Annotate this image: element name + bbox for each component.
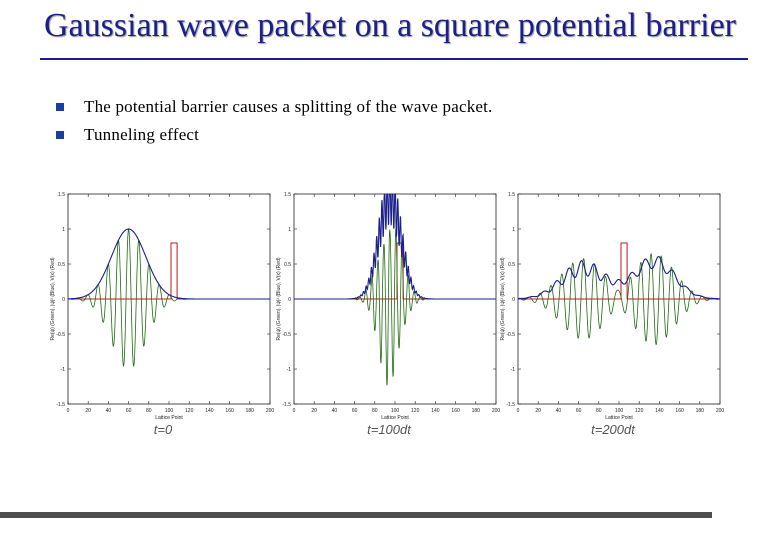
y-tick-label: -1 bbox=[287, 367, 292, 373]
abs-psi-series bbox=[294, 193, 496, 300]
y-tick-label: -1.5 bbox=[56, 402, 65, 408]
x-tick-label: 200 bbox=[266, 408, 275, 414]
potential-series bbox=[518, 242, 720, 300]
x-tick-label: 180 bbox=[246, 408, 255, 414]
y-tick-label: -1 bbox=[61, 367, 66, 373]
abs-psi-series bbox=[518, 255, 720, 300]
x-tick-label: 120 bbox=[411, 408, 420, 414]
y-tick-label: 0.5 bbox=[284, 262, 291, 268]
y-tick-label: 0 bbox=[288, 297, 291, 303]
x-tick-label: 100 bbox=[615, 408, 624, 414]
x-tick-label: 160 bbox=[451, 408, 460, 414]
abs-psi-series bbox=[68, 228, 270, 300]
bullet-item: The potential barrier causes a splitting… bbox=[56, 96, 493, 124]
slide-title: Gaussian wave packet on a square potenti… bbox=[44, 7, 736, 44]
x-tick-label: 60 bbox=[352, 408, 358, 414]
square-bullet-icon bbox=[56, 103, 64, 111]
title-underline bbox=[40, 58, 748, 60]
x-tick-label: 100 bbox=[165, 408, 174, 414]
x-axis-label: Lattice Point bbox=[381, 415, 409, 421]
x-tick-label: 180 bbox=[696, 408, 705, 414]
bullet-list: The potential barrier causes a splitting… bbox=[56, 96, 493, 152]
y-tick-label: 0 bbox=[512, 297, 515, 303]
y-tick-label: -1.5 bbox=[282, 402, 291, 408]
y-tick-label: -0.5 bbox=[282, 332, 291, 338]
panel-caption: t=100dt bbox=[367, 422, 412, 437]
x-tick-label: 60 bbox=[576, 408, 582, 414]
y-axis-label: Re(ψ) (Green), |ψ|² (Blue), V(x) (Red) bbox=[50, 257, 56, 340]
square-bullet-icon bbox=[56, 131, 64, 139]
panel-caption: t=0 bbox=[154, 422, 173, 437]
x-tick-label: 20 bbox=[85, 408, 91, 414]
x-tick-label: 200 bbox=[492, 408, 501, 414]
x-axis-label: Lattice Point bbox=[605, 415, 633, 421]
x-tick-label: 60 bbox=[126, 408, 132, 414]
x-tick-label: 20 bbox=[311, 408, 317, 414]
y-tick-label: 1 bbox=[512, 227, 515, 233]
x-tick-label: 140 bbox=[431, 408, 440, 414]
y-tick-label: -0.5 bbox=[56, 332, 65, 338]
y-tick-label: 0.5 bbox=[508, 262, 515, 268]
x-tick-label: 180 bbox=[472, 408, 481, 414]
x-axis-label: Lattice Point bbox=[155, 415, 183, 421]
y-tick-label: 0 bbox=[62, 297, 65, 303]
x-tick-label: 0 bbox=[293, 408, 296, 414]
footer-bar bbox=[0, 512, 712, 518]
x-tick-label: 40 bbox=[556, 408, 562, 414]
x-tick-label: 140 bbox=[655, 408, 664, 414]
x-tick-label: 140 bbox=[205, 408, 214, 414]
x-tick-label: 0 bbox=[517, 408, 520, 414]
y-tick-label: -1 bbox=[511, 367, 516, 373]
x-tick-label: 40 bbox=[106, 408, 112, 414]
y-tick-label: 0.5 bbox=[58, 262, 65, 268]
re-psi-series bbox=[294, 228, 496, 386]
x-tick-label: 40 bbox=[332, 408, 338, 414]
x-tick-label: 120 bbox=[185, 408, 194, 414]
potential-series bbox=[68, 242, 270, 300]
y-axis-label: Re(ψ) (Green), |ψ|² (Blue), V(x) (Red) bbox=[276, 257, 282, 340]
x-tick-label: 80 bbox=[596, 408, 602, 414]
y-tick-label: 1 bbox=[62, 227, 65, 233]
x-tick-label: 120 bbox=[635, 408, 644, 414]
y-tick-label: -0.5 bbox=[506, 332, 515, 338]
x-tick-label: 160 bbox=[675, 408, 684, 414]
x-tick-label: 80 bbox=[146, 408, 152, 414]
x-tick-label: 100 bbox=[391, 408, 400, 414]
x-tick-label: 80 bbox=[372, 408, 378, 414]
y-tick-label: 1.5 bbox=[58, 192, 65, 198]
panel-caption: t=200dt bbox=[591, 422, 636, 437]
x-tick-label: 200 bbox=[716, 408, 725, 414]
re-psi-series bbox=[68, 227, 270, 368]
y-axis-label: Re(ψ) (Green), |ψ|² (Blue), V(x) (Red) bbox=[500, 257, 506, 340]
bullet-item: Tunneling effect bbox=[56, 124, 493, 152]
y-tick-label: 1.5 bbox=[508, 192, 515, 198]
re-psi-series bbox=[518, 252, 721, 346]
x-tick-label: 160 bbox=[225, 408, 234, 414]
y-tick-label: -1.5 bbox=[506, 402, 515, 408]
y-tick-label: 1 bbox=[288, 227, 291, 233]
x-tick-label: 0 bbox=[67, 408, 70, 414]
x-tick-label: 20 bbox=[535, 408, 541, 414]
bullet-text: Tunneling effect bbox=[84, 125, 200, 144]
bullet-text: The potential barrier causes a splitting… bbox=[84, 97, 493, 116]
y-tick-label: 1.5 bbox=[284, 192, 291, 198]
